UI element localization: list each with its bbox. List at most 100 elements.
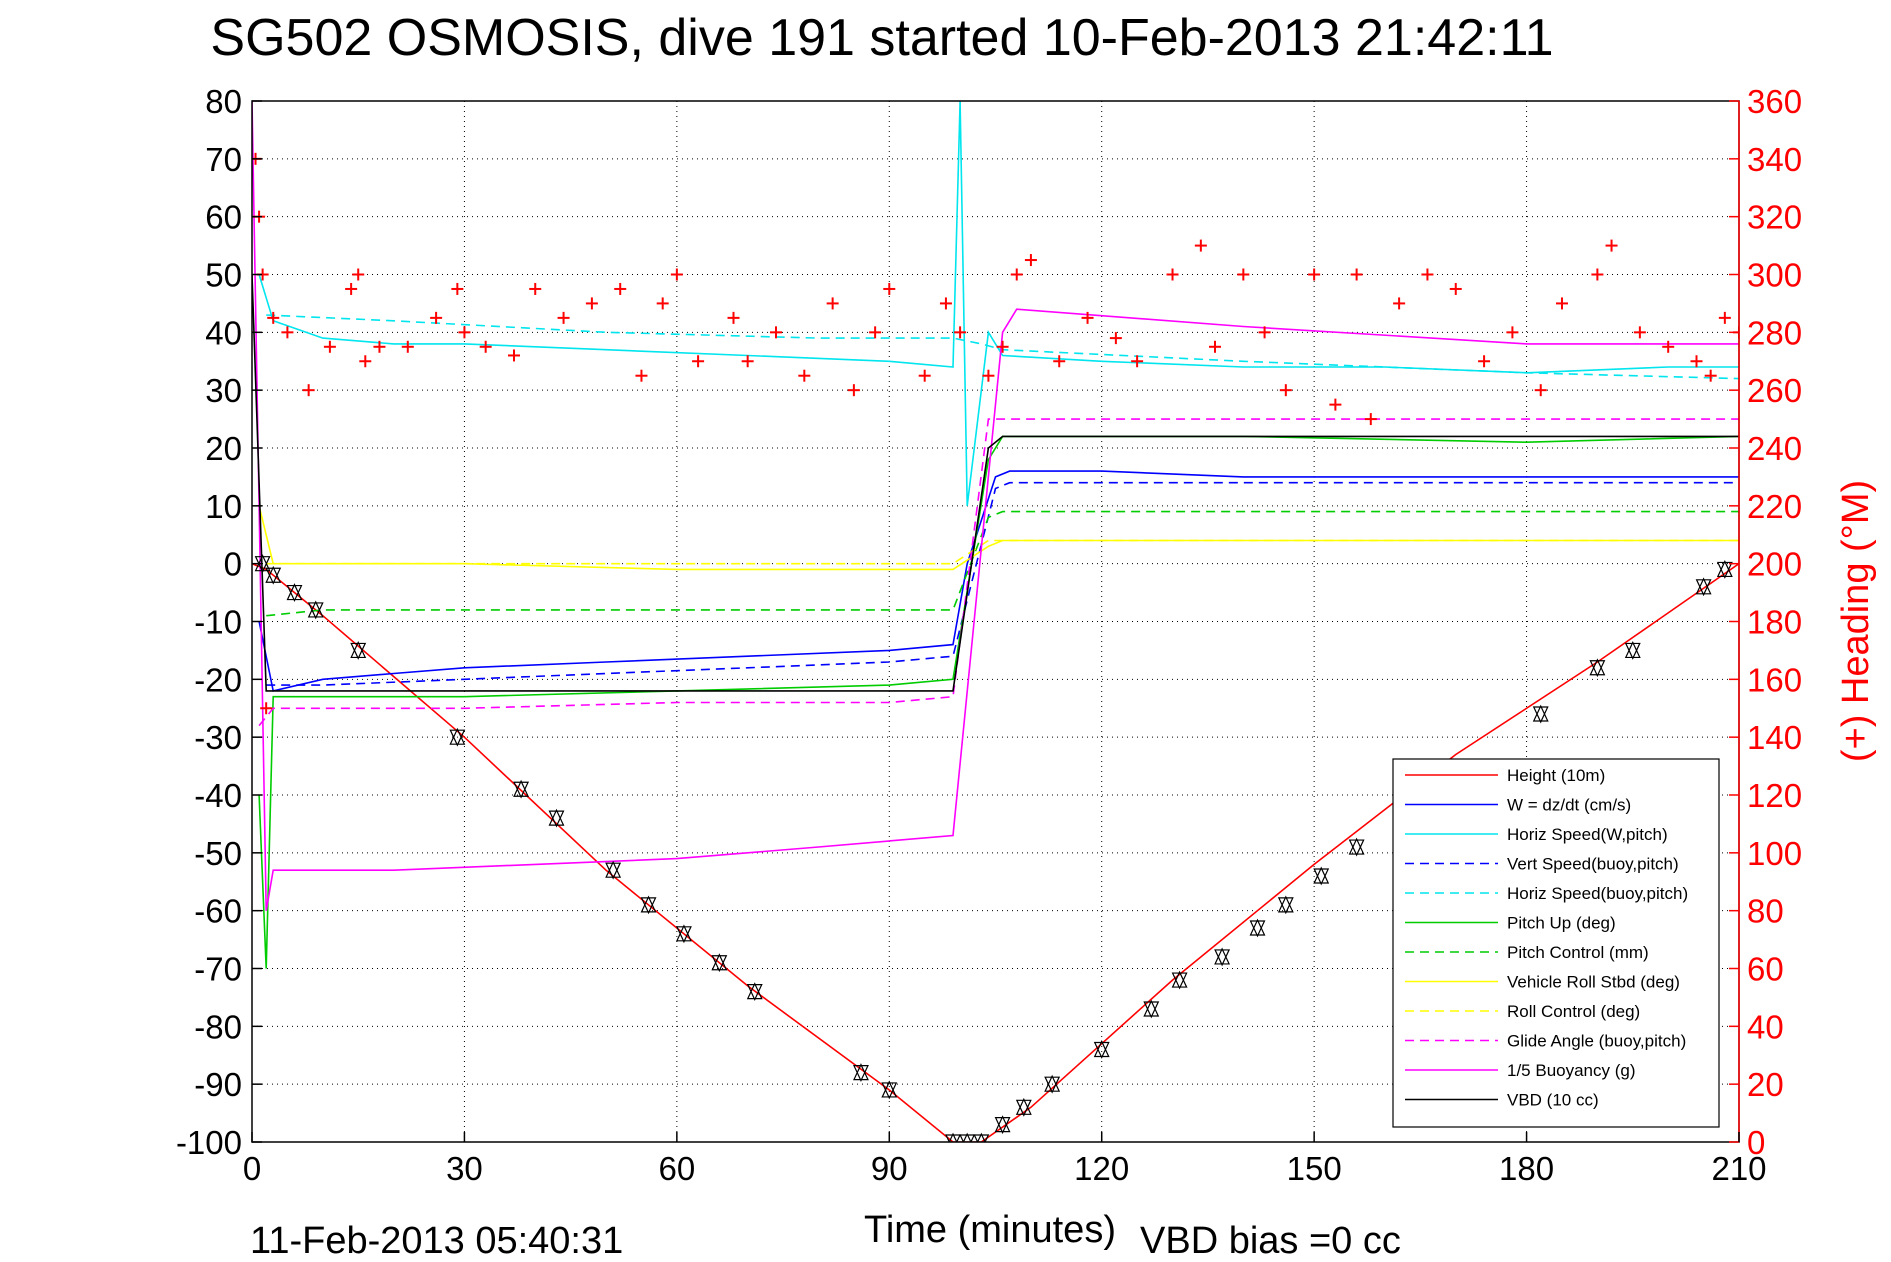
- left-tick-label: 70: [205, 141, 242, 178]
- vbd-marker: [640, 895, 657, 915]
- heading-marker: [1591, 268, 1604, 281]
- heading-marker: [1690, 355, 1703, 368]
- vbd-marker-down: [945, 1134, 961, 1142]
- right-tick-label: 20: [1747, 1066, 1784, 1103]
- heading-marker: [585, 297, 598, 310]
- vbd-marker-down: [1532, 706, 1549, 724]
- bottom-tick-label: 0: [243, 1150, 261, 1187]
- bottom-tick-label: 180: [1499, 1150, 1554, 1187]
- right-tick-label: 160: [1747, 661, 1802, 698]
- vbd-marker-down: [1214, 949, 1231, 967]
- left-tick-label: 80: [205, 83, 242, 120]
- left-tick-label: -70: [194, 951, 242, 988]
- vbd-marker-down: [711, 955, 728, 973]
- left-tick-label: -30: [194, 719, 242, 756]
- heading-marker: [1237, 268, 1250, 281]
- heading-marker: [401, 340, 414, 353]
- left-tick-label: -90: [194, 1066, 242, 1103]
- heading-marker: [1109, 332, 1122, 345]
- bottom-tick-label: 210: [1711, 1150, 1766, 1187]
- vbd-marker: [746, 982, 763, 1002]
- vbd-marker: [1093, 1040, 1110, 1059]
- heading-marker: [1633, 326, 1646, 339]
- heading-marker: [982, 369, 995, 382]
- vbd-marker-down: [675, 926, 692, 944]
- heading-marker: [507, 349, 520, 362]
- vbd-marker: [1015, 1097, 1032, 1117]
- heading-marker: [1478, 355, 1491, 368]
- left-tick-label: -20: [194, 661, 242, 698]
- legend-label: W = dz/dt (cm/s): [1507, 796, 1631, 815]
- heading-marker: [918, 369, 931, 382]
- vbd-marker-down: [973, 1134, 990, 1142]
- legend: Height (10m) W = dz/dt (cm/s) Horiz Speed(…: [1392, 758, 1720, 1128]
- heading-marker: [1449, 282, 1462, 295]
- vbd-marker-down: [605, 862, 622, 880]
- bottom-tick-label: 150: [1287, 1150, 1342, 1187]
- vbd-marker-down: [1716, 561, 1733, 579]
- vbd-marker: [1171, 970, 1188, 990]
- heading-marker: [451, 282, 464, 295]
- heading-marker: [1421, 268, 1434, 281]
- right-tick-label: 340: [1747, 141, 1802, 178]
- vbd-marker: [675, 924, 692, 944]
- legend-box: [1392, 758, 1720, 1128]
- right-tick-label: 360: [1747, 83, 1802, 120]
- heading-marker: [1506, 326, 1519, 339]
- vbd-marker: [1143, 999, 1160, 1019]
- heading-marker: [1024, 254, 1037, 267]
- heading-marker: [656, 297, 669, 310]
- vbd-marker: [1214, 947, 1231, 967]
- vbd-marker: [994, 1115, 1011, 1135]
- bottom-tick-label: 120: [1074, 1150, 1129, 1187]
- right-tick-label: 80: [1747, 893, 1784, 930]
- vbd-marker: [1589, 658, 1606, 678]
- right-tick-label: 260: [1747, 372, 1802, 409]
- heading-marker: [1131, 355, 1144, 368]
- vbd-marker-down: [1015, 1099, 1032, 1117]
- vbd-marker: [853, 1063, 869, 1083]
- vbd-marker-down: [1044, 1076, 1061, 1094]
- vbd-marker: [1277, 895, 1294, 915]
- heading-marker: [939, 297, 952, 310]
- vbd-marker-down: [307, 602, 324, 620]
- heading-marker: [1053, 355, 1066, 368]
- right-axis-ticks: 3603403203002802602402202001801601401201…: [1729, 83, 1802, 1161]
- right-tick-label: 300: [1747, 257, 1802, 294]
- heading-marker: [359, 355, 372, 368]
- right-tick-label: 240: [1747, 430, 1802, 467]
- legend-label: Horiz Speed(buoy,pitch): [1507, 884, 1688, 903]
- vbd-marker-down: [548, 810, 565, 828]
- heading-marker: [1662, 340, 1675, 353]
- x-axis-label: Time (minutes): [864, 1209, 1116, 1251]
- vbd-marker-down: [1093, 1041, 1110, 1059]
- heading-marker: [373, 340, 386, 353]
- vbd-marker-down: [1348, 839, 1365, 857]
- vbd-marker-down: [513, 781, 530, 799]
- right-tick-label: 0: [1747, 1124, 1765, 1161]
- heading-marker: [458, 326, 471, 339]
- right-tick-label: 120: [1747, 777, 1802, 814]
- heading-marker: [302, 384, 315, 397]
- bottom-tick-label: 90: [871, 1150, 908, 1187]
- vbd-marker-down: [1143, 1001, 1160, 1019]
- left-tick-label: -60: [194, 893, 242, 930]
- bottom-tick-label: 60: [658, 1150, 695, 1187]
- vbd-marker-down: [1277, 897, 1294, 915]
- heading-marker: [1534, 384, 1547, 397]
- vbd-marker-down: [1171, 972, 1188, 990]
- series-line-7: [266, 510, 1739, 617]
- left-tick-label: -80: [194, 1008, 242, 1045]
- vbd-marker-down: [994, 1117, 1011, 1135]
- heading-marker: [1010, 268, 1023, 281]
- right-tick-label: 140: [1747, 719, 1802, 756]
- left-tick-label: -40: [194, 777, 242, 814]
- right-tick-label: 220: [1747, 488, 1802, 525]
- right-tick-label: 180: [1747, 604, 1802, 641]
- heading-marker: [1605, 239, 1618, 252]
- vbd-marker: [605, 860, 622, 880]
- heading-marker: [1209, 340, 1222, 353]
- heading-marker: [267, 311, 280, 324]
- vbd-marker-down: [746, 984, 763, 1002]
- vbd-marker-down: [350, 642, 367, 660]
